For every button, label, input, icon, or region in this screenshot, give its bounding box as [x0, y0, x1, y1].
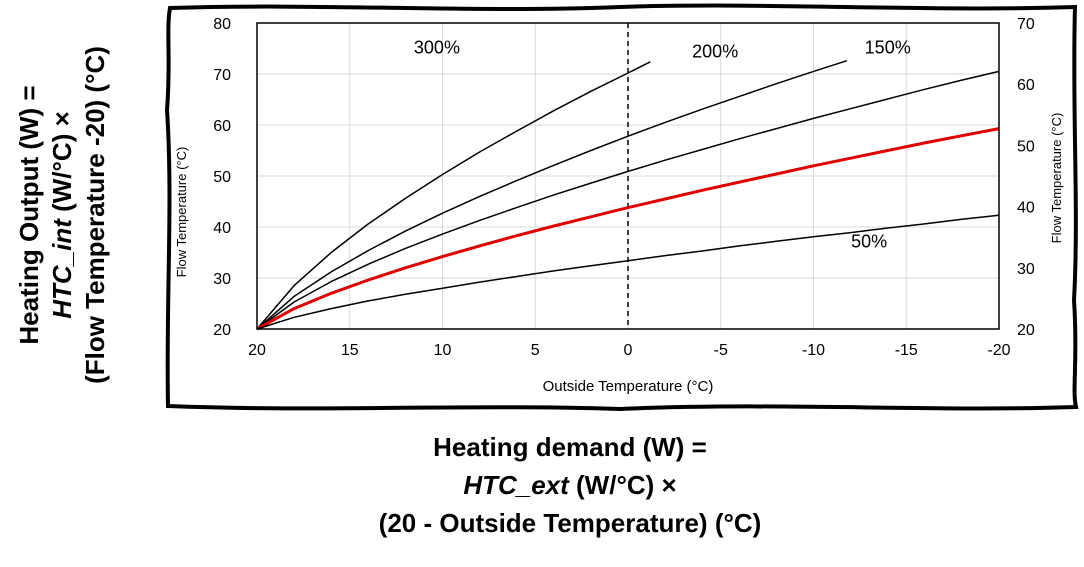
series-label-150pct: 150% — [865, 38, 911, 58]
x-tick-label: 0 — [624, 342, 633, 359]
y-tick-label-right: 20 — [1017, 322, 1035, 339]
series-label-200pct: 200% — [692, 42, 738, 62]
heating-demand-line3: (20 - Outside Temperature) (°C) — [378, 508, 762, 538]
y-tick-label-left: 50 — [213, 169, 231, 186]
series-label-300pct: 300% — [414, 38, 460, 58]
wavy-frame — [164, 3, 1079, 412]
heating-output-line3: (Flow Temperature -20) (°C) — [79, 46, 110, 384]
heating-demand-line1: Heating demand (W) = — [433, 432, 707, 462]
y-axis-title-right: Flow Temperature (°C) — [1049, 113, 1064, 244]
x-tick-label: -10 — [802, 342, 825, 359]
x-tick-label: 10 — [434, 342, 452, 359]
series-line-150pct — [256, 70, 1000, 330]
x-axis-title: Outside Temperature (°C) — [543, 378, 714, 395]
htc-ext-unit: (W/°C) × — [568, 470, 677, 500]
series-line-200pct — [256, 59, 848, 330]
series-label-50pct: 50% — [851, 231, 887, 251]
y-tick-label-right: 40 — [1017, 200, 1035, 217]
heating-output-line2: HTC_int (W/°C) × — [46, 111, 79, 319]
series-line-300pct — [256, 61, 651, 330]
y-tick-label-left: 30 — [213, 271, 231, 288]
y-tick-label-right: 70 — [1017, 16, 1035, 33]
x-tick-label: -20 — [987, 342, 1010, 359]
series-layer: 300% 200% 150% 50% — [256, 38, 1000, 331]
x-tick-label: 15 — [341, 342, 359, 359]
y-tick-label-left: 20 — [213, 322, 231, 339]
y-tick-label-right: 50 — [1017, 138, 1035, 155]
series-line-100pct — [256, 127, 1000, 331]
x-tick-label: -15 — [895, 342, 918, 359]
y-tick-label-left: 70 — [213, 67, 231, 84]
y-tick-label-left: 60 — [213, 118, 231, 135]
heating-demand-line2: HTC_ext (W/°C) × — [270, 466, 870, 504]
y-tick-label-left: 80 — [213, 16, 231, 33]
y-tick-label-right: 30 — [1017, 261, 1035, 278]
htc-int-term: HTC_int — [46, 219, 77, 319]
htc-int-unit: (W/°C) × — [46, 111, 77, 220]
y-tick-label-right: 60 — [1017, 77, 1035, 94]
heating-output-formula: Heating Output (W) = HTC_int (W/°C) × (F… — [0, 5, 132, 425]
heating-output-line1: Heating Output (W) = — [13, 85, 44, 345]
x-tick-label: -5 — [714, 342, 728, 359]
tick-labels: 20 15 10 5 0 -5 -10 -15 -20203040506070802030405… — [213, 16, 1035, 359]
heating-demand-formula: Heating demand (W) = HTC_ext (W/°C) × (2… — [270, 428, 870, 542]
htc-ext-term: HTC_ext — [463, 470, 569, 500]
y-axis-title-left: Flow Temperature (°C) — [174, 147, 189, 278]
plot-area-border — [256, 22, 1000, 330]
series-line-50pct — [256, 214, 1000, 330]
x-tick-label: 5 — [531, 342, 540, 359]
y-tick-label-left: 40 — [213, 220, 231, 237]
x-tick-label: 20 — [248, 342, 266, 359]
